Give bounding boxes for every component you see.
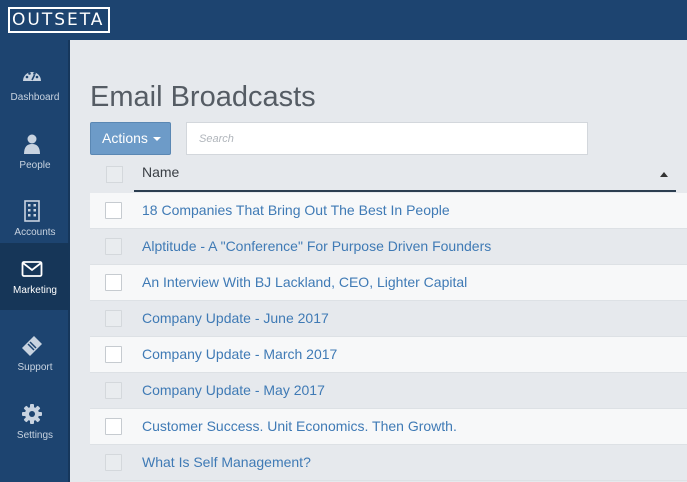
sidebar-item-label: Accounts [14,227,56,238]
row-checkbox[interactable] [105,238,122,255]
row-checkbox[interactable] [105,202,122,219]
table-row: Company Update - May 2017 [90,373,687,409]
sidebar-item-label: Dashboard [10,92,60,103]
caret-down-icon [153,137,161,141]
broadcast-name-link[interactable]: What Is Self Management? [142,454,311,470]
gear-icon [22,404,42,424]
sidebar-item-support[interactable]: Support [0,320,70,387]
row-checkbox[interactable] [105,346,122,363]
actions-button[interactable]: Actions [90,122,171,155]
row-checkbox[interactable] [105,310,122,327]
broadcast-name-link[interactable]: An Interview With BJ Lackland, CEO, Ligh… [142,274,468,290]
table-row: Company Update - March 2017 [90,337,687,373]
sidebar-item-label: People [19,160,51,171]
logo[interactable]: OUTSETA [8,7,111,33]
broadcast-name-link[interactable]: Alptitude - A "Conference" For Purpose D… [142,238,492,254]
header-divider [134,190,676,192]
table-row: Alptitude - A "Conference" For Purpose D… [90,229,687,265]
table-row: 18 Companies That Bring Out The Best In … [90,193,687,229]
broadcast-name-link[interactable]: Company Update - March 2017 [142,346,338,362]
row-checkbox[interactable] [105,454,122,471]
main-content: Email Broadcasts Actions Name 18 Compani… [72,40,687,482]
search-input[interactable] [186,122,588,155]
table-row: What Is Self Management? [90,445,687,481]
ticket-icon [22,336,42,356]
top-bar: OUTSETA [0,0,687,40]
row-checkbox[interactable] [105,382,122,399]
table-row: Customer Success. Unit Economics. Then G… [90,409,687,445]
broadcast-name-link[interactable]: Customer Success. Unit Economics. Then G… [142,418,457,434]
sidebar-item-label: Marketing [13,285,57,296]
envelope-icon [21,261,43,277]
logo-text: OUTSETA [12,10,105,30]
table-row: An Interview With BJ Lackland, CEO, Ligh… [90,265,687,301]
table-row: Company Update - June 2017 [90,301,687,337]
broadcast-name-link[interactable]: Company Update - May 2017 [142,382,325,398]
actions-label: Actions [102,130,148,146]
row-checkbox[interactable] [105,418,122,435]
sidebar-item-label: Settings [16,430,54,441]
sidebar-item-label: Support [17,362,53,373]
person-icon [24,134,40,154]
broadcast-name-link[interactable]: Company Update - June 2017 [142,310,329,326]
sort-ascending-icon[interactable] [660,172,668,177]
table-header: Name [90,158,687,192]
sidebar-item-accounts[interactable]: Accounts [0,185,70,252]
select-all-checkbox[interactable] [106,166,123,183]
page-title: Email Broadcasts [90,81,316,113]
sidebar-item-settings[interactable]: Settings [0,388,70,455]
row-checkbox[interactable] [105,274,122,291]
sidebar: Dashboard People Accounts Marketing Supp… [0,40,70,482]
sidebar-item-people[interactable]: People [0,118,70,185]
sidebar-item-marketing[interactable]: Marketing [0,243,70,310]
column-header-name[interactable]: Name [142,164,180,180]
broadcast-name-link[interactable]: 18 Companies That Bring Out The Best In … [142,202,450,218]
sidebar-item-dashboard[interactable]: Dashboard [0,50,70,117]
building-icon [24,200,40,222]
dashboard-icon [23,72,41,81]
